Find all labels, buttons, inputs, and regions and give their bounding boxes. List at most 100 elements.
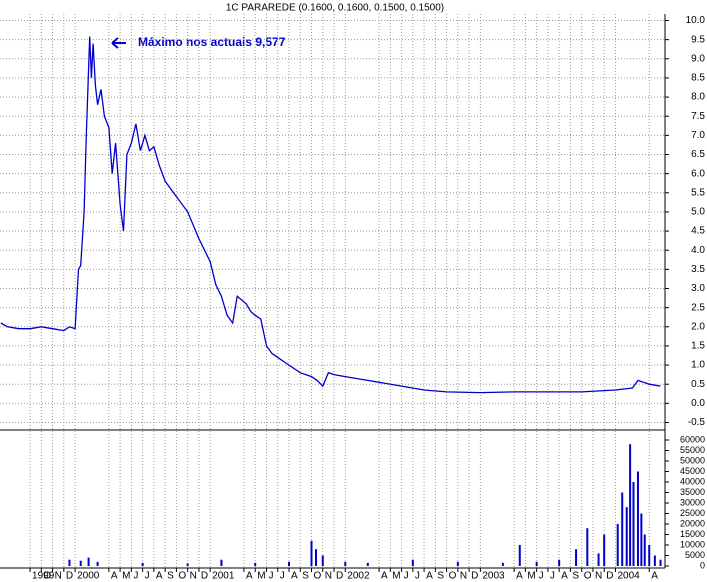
volume-bar [287,561,290,566]
x-tick-label: M [527,571,535,582]
volume-bar [79,560,82,566]
y-tick-label: 25000 [680,508,705,518]
x-tick-label: N [460,571,467,582]
volume-bar [616,524,619,566]
x-tick-label: D [471,571,478,582]
y-tick-label: 5.0 [691,207,705,218]
y-tick-label: 5.5 [691,187,705,198]
y-tick-label: -0.5 [688,417,706,428]
x-tick-label: M [122,571,130,582]
chart-title: 1C PARAREDE (0.1600, 0.1600, 0.1500, 0.1… [226,3,444,14]
y-tick-label: 0.0 [691,398,705,409]
x-tick-label: D [66,571,73,582]
y-tick-label: 45000 [680,466,705,476]
volume-bar [603,534,606,566]
volume-bar [632,482,635,566]
volume-bar [411,559,414,566]
y-tick-label: 8.5 [691,73,705,84]
y-tick-label: 5000 [685,550,705,560]
x-tick-label: A [651,571,658,582]
x-tick-label: A [381,571,388,582]
volume-bar [344,561,347,566]
price-line [0,36,661,394]
volume-bar [456,561,459,566]
x-tick-label: 2004 [617,571,640,582]
volume-bar [254,562,257,566]
x-tick-label: O [314,571,322,582]
x-tick-label: O [449,571,457,582]
y-tick-label: 15000 [680,529,705,539]
x-tick-label: 1999 [32,571,55,582]
x-tick-label: J [133,571,138,582]
x-tick-label: J [145,571,150,582]
x-tick-label: M [257,571,265,582]
x-tick-label: D [336,571,343,582]
volume-bar [315,549,318,566]
volume-bar [558,559,561,566]
volume-bar [575,549,578,566]
x-tick-label: M [392,571,400,582]
volume-bar [518,545,521,566]
y-tick-label: 3.0 [691,283,705,294]
volume-bar [96,561,99,566]
y-tick-label: 0.5 [691,379,705,390]
volume-bar [321,555,324,566]
y-tick-label: 10.0 [686,15,706,26]
volume-bar [501,562,504,566]
annotation: Máximo nos actuais 9,577 [138,35,286,49]
x-tick-label: S [437,571,444,582]
volume-bar [625,507,628,566]
y-tick-label: 50000 [680,455,705,465]
x-tick-label: N [325,571,332,582]
x-tick-label: A [426,571,433,582]
x-tick-label: A [516,571,523,582]
y-tick-label: 55000 [680,445,705,455]
x-tick-label: O [178,571,186,582]
x-tick-label: S [572,571,579,582]
volume-bar [659,559,662,566]
x-tick-label: J [404,571,409,582]
volume-bar [535,561,538,566]
x-tick-label: S [167,571,174,582]
y-tick-label: 4.5 [691,226,705,237]
x-tick-label: O [584,571,592,582]
x-tick-label: J [415,571,420,582]
volume-bar [586,528,589,566]
y-tick-label: 6.0 [691,168,705,179]
y-tick-label: 30000 [680,497,705,507]
y-tick-label: 6.5 [691,149,705,160]
x-tick-label: A [291,571,298,582]
x-tick-label: 2002 [347,571,370,582]
y-tick-label: 7.5 [691,111,705,122]
volume-bar [87,557,90,566]
x-tick-label: N [190,571,197,582]
x-tick-label: A [156,571,163,582]
volume-bar [653,555,656,566]
x-tick-label: N [595,571,602,582]
x-tick-label: A [561,571,568,582]
x-tick-label: D [606,571,613,582]
y-tick-label: 1.5 [691,341,705,352]
volume-bar [220,559,223,566]
volume-bar [310,540,313,566]
x-tick-label: 2001 [212,571,235,582]
volume-bar [597,553,600,566]
y-tick-label: 35000 [680,487,705,497]
x-tick-label: N [55,571,62,582]
volume-bar [643,534,646,566]
y-tick-label: 1.0 [691,360,705,371]
y-tick-label: 9.5 [691,34,705,45]
x-tick-label: J [268,571,273,582]
y-tick-label: 8.0 [691,92,705,103]
y-tick-label: 4.0 [691,245,705,256]
volume-bar [68,559,71,566]
y-tick-label: 60000 [680,434,705,444]
volume-bar [636,471,639,566]
volume-bar [186,563,189,566]
volume-bar [640,513,643,566]
x-tick-label: J [550,571,555,582]
y-tick-label: 10000 [680,539,705,549]
volume-bar [621,492,624,566]
